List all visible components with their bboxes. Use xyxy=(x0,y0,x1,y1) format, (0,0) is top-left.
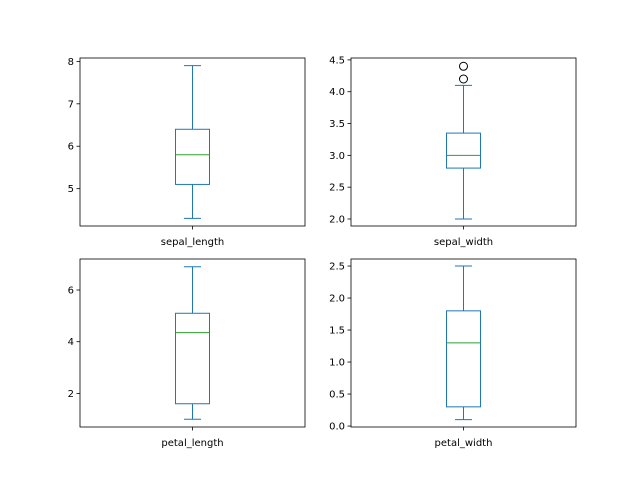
outlier-point xyxy=(459,61,468,71)
y-tick-label: 2.0 xyxy=(329,294,345,305)
y-tick-label: 6 xyxy=(68,142,74,153)
subplot-petal_length: 2 4 6 petal_length xyxy=(68,258,306,449)
subplot-sepal_width: 2.0 2.5 3.0 3.5 4.0 4.5 sepal_width xyxy=(329,55,577,248)
y-tick-label: 0.0 xyxy=(329,422,345,433)
axes-frame xyxy=(79,258,306,428)
y-tick-label: 7 xyxy=(68,99,74,110)
y-tick-label: 4 xyxy=(68,337,74,348)
x-tick-label: petal_width xyxy=(435,438,493,449)
y-tick-label: 2.5 xyxy=(329,183,345,194)
y-tick-label: 4.5 xyxy=(329,55,345,66)
box xyxy=(175,312,210,405)
y-tick-label: 2 xyxy=(68,389,74,400)
y-tick-label: 4.0 xyxy=(329,87,345,98)
y-tick-label: 6 xyxy=(68,286,74,297)
x-tick-label: petal_length xyxy=(161,438,223,449)
y-tick-label: 2.0 xyxy=(329,215,345,226)
box xyxy=(175,128,210,185)
y-tick-label: 1.5 xyxy=(329,326,345,337)
subplot-sepal_length: 5 6 7 8 sepal_length xyxy=(68,57,306,248)
axes-frame xyxy=(350,258,577,428)
y-tick-label: 2.5 xyxy=(329,262,345,273)
box xyxy=(446,132,481,169)
box xyxy=(446,310,481,408)
y-tick-label: 0.5 xyxy=(329,390,345,401)
x-tick-label: sepal_length xyxy=(161,237,225,248)
subplot-petal_width: 0.0 0.5 1.0 1.5 2.0 2.5 petal_width xyxy=(329,258,577,449)
axes-frame xyxy=(79,57,306,227)
y-tick-label: 3.0 xyxy=(329,151,345,162)
axes-frame xyxy=(350,57,577,227)
outlier-point xyxy=(459,74,468,84)
x-tick-label: sepal_width xyxy=(434,237,493,248)
y-tick-label: 3.5 xyxy=(329,119,345,130)
y-tick-label: 1.0 xyxy=(329,358,345,369)
y-tick-label: 5 xyxy=(68,184,74,195)
y-tick-label: 8 xyxy=(68,57,74,68)
